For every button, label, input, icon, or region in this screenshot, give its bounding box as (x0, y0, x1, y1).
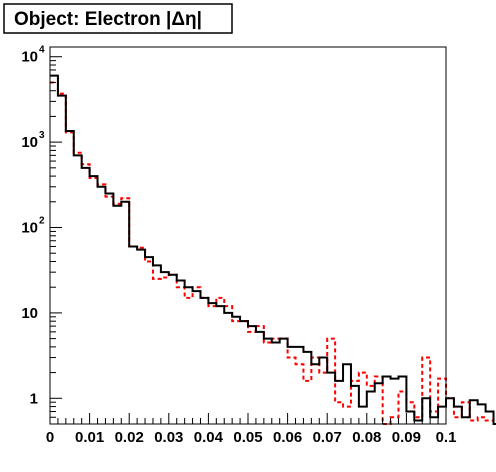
y-tick-exponent: 2 (39, 216, 45, 227)
x-tick-label: 0.04 (194, 429, 224, 446)
title-box: Object: Electron |Δη| (3, 3, 233, 34)
x-tick-label: 0.09 (392, 429, 421, 446)
y-tick-exponent: 3 (39, 130, 45, 141)
y-tick-label: 1 (30, 390, 38, 407)
x-tick-label: 0.06 (273, 429, 302, 446)
y-tick-exponent: 4 (39, 45, 45, 56)
y-tick-label: 10 (21, 305, 38, 322)
x-tick-label: 0 (46, 429, 54, 446)
x-tick-label: 0.05 (233, 429, 262, 446)
x-tick-label: 0.01 (75, 429, 104, 446)
y-tick-label: 10 (21, 134, 38, 151)
title-frame (3, 3, 233, 34)
chart-title: Object: Electron |Δη| (14, 9, 202, 30)
x-tick-label: 0.03 (154, 429, 183, 446)
y-tick-label: 10 (21, 49, 38, 66)
x-tick-label: 0.08 (352, 429, 381, 446)
x-axis: 0 0.01 0.02 0.03 0.04 0.05 0.06 0.07 0.08 0.09 0.1 (46, 413, 457, 446)
x-tick-label: 0.07 (313, 429, 342, 446)
x-tick-label: 0.02 (115, 429, 144, 446)
x-tick-label: 0.1 (436, 429, 457, 446)
y-tick-label: 10 (21, 220, 38, 237)
